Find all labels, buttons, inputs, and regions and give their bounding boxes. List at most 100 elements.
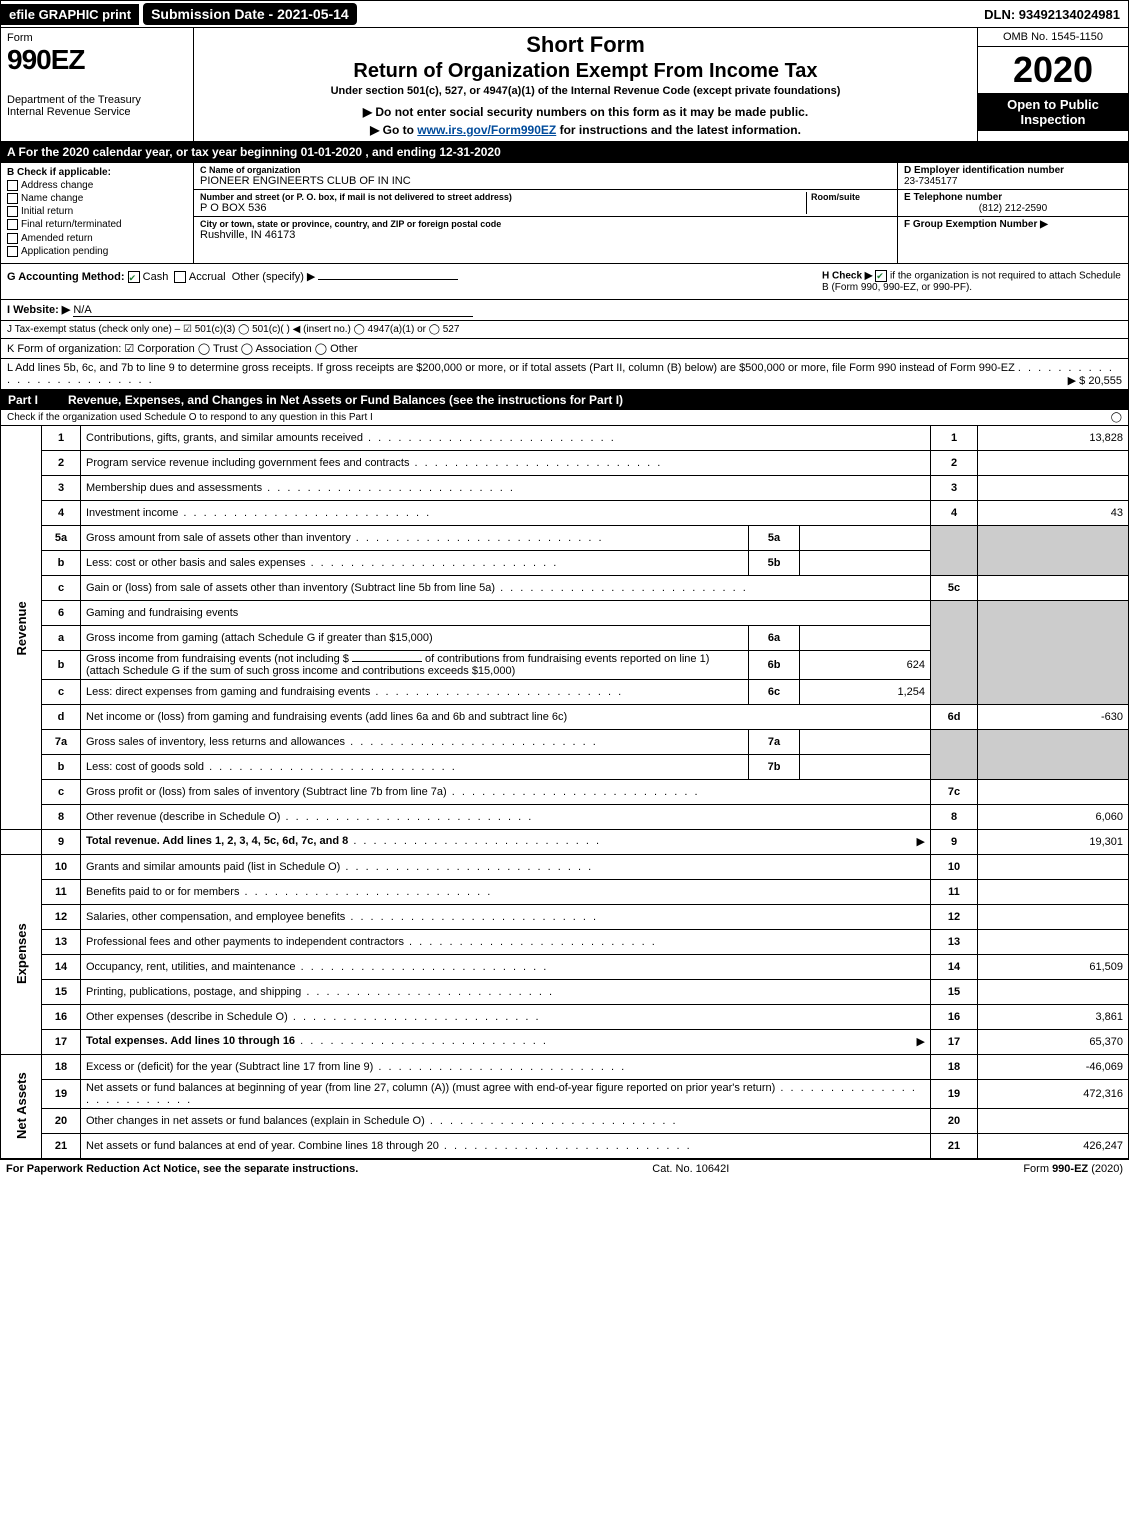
line-desc: Net income or (loss) from gaming and fun… xyxy=(81,704,931,729)
line-amount: 426,247 xyxy=(978,1133,1129,1158)
line-no: 15 xyxy=(42,979,81,1004)
line-desc: Salaries, other compensation, and employ… xyxy=(81,904,931,929)
desc-text: Gross sales of inventory, less returns a… xyxy=(86,736,345,748)
sub-val xyxy=(800,625,931,650)
sub-val: 1,254 xyxy=(800,679,931,704)
sched-o-checkbox[interactable]: ◯ xyxy=(1111,412,1122,423)
website-value: N/A xyxy=(73,304,473,317)
dln-label: DLN: 93492134024981 xyxy=(976,4,1128,25)
city-cell: City or town, state or province, country… xyxy=(194,217,897,243)
desc-text: Salaries, other compensation, and employ… xyxy=(86,911,345,923)
sub-col: 5a xyxy=(749,525,800,550)
dots xyxy=(306,557,559,569)
sub-col: 7a xyxy=(749,729,800,754)
b-label: B Check if applicable: xyxy=(7,167,187,178)
table-row: 16 Other expenses (describe in Schedule … xyxy=(1,1004,1129,1029)
other-specify-input[interactable] xyxy=(318,279,458,280)
line-no: 8 xyxy=(42,804,81,829)
dots xyxy=(363,432,616,444)
shaded-cell xyxy=(931,729,978,779)
desc-text: Gain or (loss) from sale of assets other… xyxy=(86,582,495,594)
line-desc: Gain or (loss) from sale of assets other… xyxy=(81,575,931,600)
line-no: a xyxy=(42,625,81,650)
line-no: b xyxy=(42,754,81,779)
form-word: Form xyxy=(7,32,187,44)
form-ref-pre: Form xyxy=(1023,1163,1052,1175)
desc-text: Less: direct expenses from gaming and fu… xyxy=(86,686,370,698)
cash-label: Cash xyxy=(143,271,169,283)
l-text: L Add lines 5b, 6c, and 7b to line 9 to … xyxy=(7,362,1015,374)
efile-print-label[interactable]: efile GRAPHIC print xyxy=(1,4,139,25)
line-amount xyxy=(978,879,1129,904)
desc-text: Gross income from fundraising events (no… xyxy=(86,653,349,665)
contrib-blank[interactable] xyxy=(352,661,422,662)
part-1-table: Revenue 1 Contributions, gifts, grants, … xyxy=(0,426,1129,1159)
table-row: Expenses 10 Grants and similar amounts p… xyxy=(1,854,1129,879)
checkbox-icon xyxy=(7,233,18,244)
table-row: d Net income or (loss) from gaming and f… xyxy=(1,704,1129,729)
cb-name-label: Name change xyxy=(21,193,83,204)
table-row: 19 Net assets or fund balances at beginn… xyxy=(1,1079,1129,1108)
line-no: 10 xyxy=(42,854,81,879)
line-desc: Gross income from fundraising events (no… xyxy=(81,650,749,679)
row-h: H Check ▶ if the organization is not req… xyxy=(822,270,1122,293)
line-no: 7a xyxy=(42,729,81,754)
line-no: 18 xyxy=(42,1054,81,1079)
org-name-value: PIONEER ENGINEERTS CLUB OF IN INC xyxy=(200,175,891,187)
addr-row: Number and street (or P. O. box, if mail… xyxy=(194,190,897,217)
form-header: Form 990EZ Department of the Treasury In… xyxy=(0,28,1129,142)
table-row: 3 Membership dues and assessments 3 xyxy=(1,475,1129,500)
line-amount xyxy=(978,929,1129,954)
i-label: I Website: ▶ xyxy=(7,304,70,316)
line-num-col: 8 xyxy=(931,804,978,829)
accrual-checkbox[interactable] xyxy=(174,271,186,283)
table-row: 15 Printing, publications, postage, and … xyxy=(1,979,1129,1004)
table-row: 4 Investment income 4 43 xyxy=(1,500,1129,525)
dots xyxy=(340,861,593,873)
line-amount xyxy=(978,450,1129,475)
h-checkbox[interactable] xyxy=(875,270,887,282)
table-row: 2 Program service revenue including gove… xyxy=(1,450,1129,475)
cb-app-pending[interactable]: Application pending xyxy=(7,246,187,257)
line-amount: 65,370 xyxy=(978,1029,1129,1054)
cash-checkbox[interactable] xyxy=(128,271,140,283)
dots xyxy=(439,1140,692,1152)
form-ref-bold: 990-EZ xyxy=(1052,1163,1088,1175)
line-desc: Net assets or fund balances at end of ye… xyxy=(81,1133,931,1158)
line-num-col: 6d xyxy=(931,704,978,729)
dots xyxy=(345,911,598,923)
line-no: 1 xyxy=(42,426,81,451)
dots xyxy=(495,582,748,594)
line-num-col: 14 xyxy=(931,954,978,979)
main-title: Return of Organization Exempt From Incom… xyxy=(198,60,973,83)
l-amount: ▶ $ 20,555 xyxy=(1068,374,1122,387)
cb-address-change[interactable]: Address change xyxy=(7,180,187,191)
line-desc: Less: cost of goods sold xyxy=(81,754,749,779)
grp-label: F Group Exemption Number ▶ xyxy=(904,219,1048,230)
net-assets-side-label: Net Assets xyxy=(1,1054,42,1158)
cb-amended-return[interactable]: Amended return xyxy=(7,233,187,244)
cb-name-change[interactable]: Name change xyxy=(7,193,187,204)
line-num-col: 4 xyxy=(931,500,978,525)
table-row: c Gross profit or (loss) from sales of i… xyxy=(1,779,1129,804)
goto-link[interactable]: www.irs.gov/Form990EZ xyxy=(417,123,556,137)
line-amount: 472,316 xyxy=(978,1079,1129,1108)
checkbox-icon xyxy=(7,246,18,257)
line-desc: Gross amount from sale of assets other t… xyxy=(81,525,749,550)
table-row: 13 Professional fees and other payments … xyxy=(1,929,1129,954)
line-desc: Printing, publications, postage, and shi… xyxy=(81,979,931,1004)
table-row: 20 Other changes in net assets or fund b… xyxy=(1,1108,1129,1133)
cb-final-return[interactable]: Final return/terminated xyxy=(7,219,187,230)
line-desc: Total expenses. Add lines 10 through 16 … xyxy=(81,1029,931,1054)
line-amount xyxy=(978,854,1129,879)
desc-text: Net assets or fund balances at beginning… xyxy=(86,1082,775,1094)
page-footer: For Paperwork Reduction Act Notice, see … xyxy=(0,1159,1129,1178)
line-amount: 19,301 xyxy=(978,829,1129,854)
short-form-title: Short Form xyxy=(198,32,973,58)
line-no: 19 xyxy=(42,1079,81,1108)
line-no: 6 xyxy=(42,600,81,625)
line-num-col: 19 xyxy=(931,1079,978,1108)
room-label: Room/suite xyxy=(811,192,891,202)
cb-initial-return[interactable]: Initial return xyxy=(7,206,187,217)
line-num-col: 17 xyxy=(931,1029,978,1054)
